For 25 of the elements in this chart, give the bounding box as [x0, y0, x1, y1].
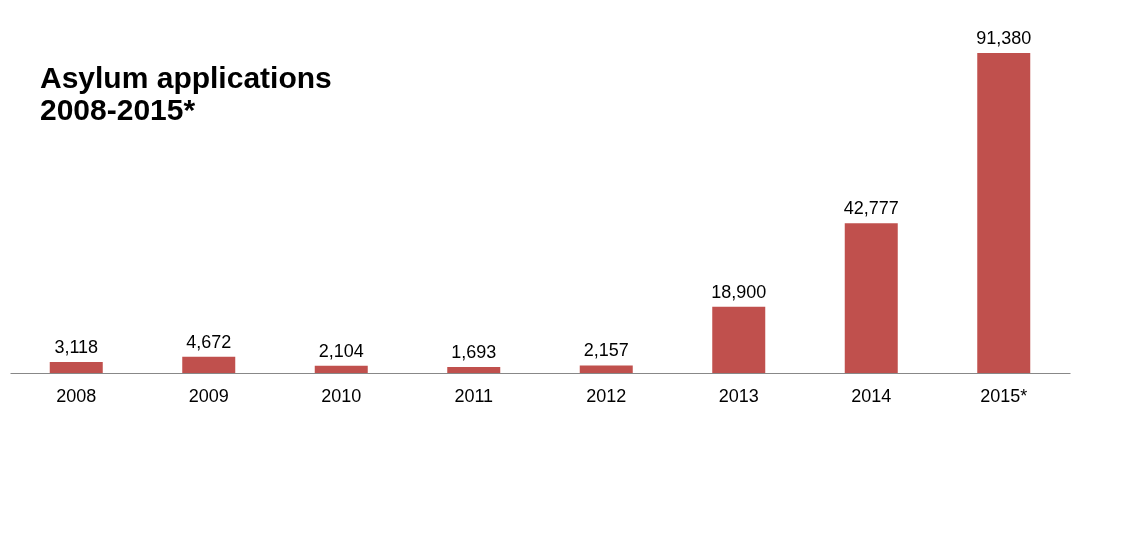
x-tick-label: 2014 [851, 385, 892, 406]
text: Asylum applications 2008-2015* [40, 61, 332, 126]
data-label: 2,104 [318, 340, 364, 361]
bar [314, 365, 368, 373]
bar [182, 356, 236, 373]
x-tick-label: 2013 [718, 385, 759, 406]
data-label: 42,777 [843, 198, 899, 219]
data-label: 91,380 [976, 28, 1032, 48]
bar [49, 362, 103, 373]
data-label: 3,118 [54, 337, 99, 358]
bar [977, 53, 1031, 373]
x-tick-label: 2010 [321, 385, 362, 406]
data-label: 4,672 [186, 331, 232, 352]
data-label: 1,693 [451, 342, 497, 363]
x-tick-label: 2011 [454, 385, 494, 406]
x-tick-label: 2008 [56, 385, 97, 406]
bar [844, 223, 898, 373]
bar [447, 367, 501, 373]
x-tick-label: 2015* [980, 385, 1028, 406]
x-tick-label: 2009 [188, 385, 229, 406]
x-tick-label: 2012 [586, 385, 627, 406]
data-label: 2,157 [583, 340, 629, 361]
bar [712, 306, 766, 373]
data-label: 18,900 [711, 281, 767, 302]
bar [579, 365, 633, 373]
